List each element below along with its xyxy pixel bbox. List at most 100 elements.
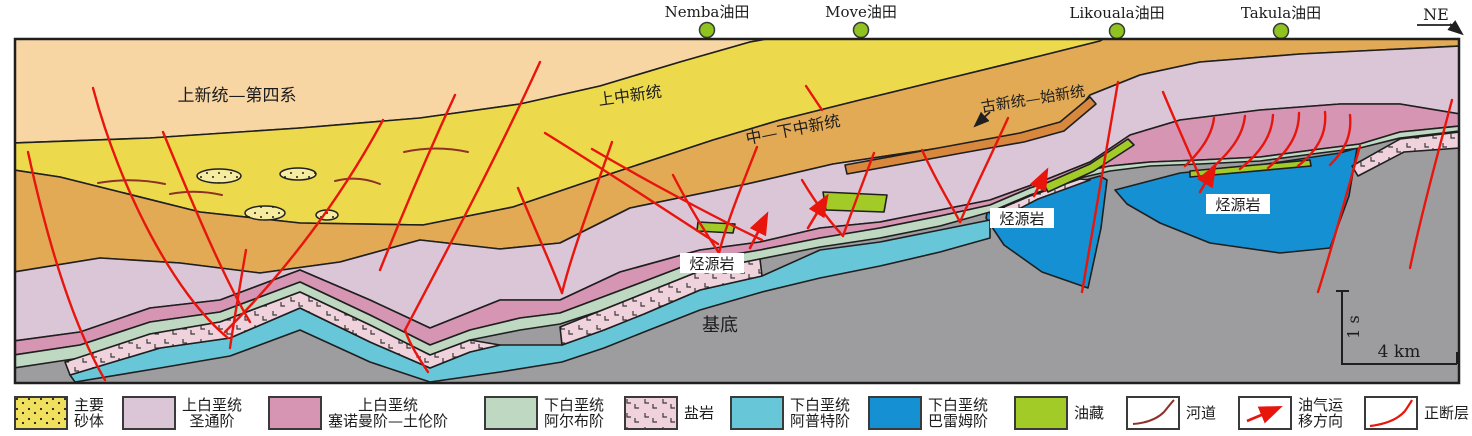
fault-line (804, 84, 824, 112)
fault-line (671, 173, 721, 255)
legend-swatch (730, 396, 784, 430)
fault-line (590, 147, 764, 242)
salt-body (1351, 131, 1459, 177)
legend-item-santonian: 上白垩统 圣通阶 (122, 390, 242, 436)
legend-label: 正断层 (1424, 404, 1470, 422)
legend-label: 河道 (1186, 404, 1217, 422)
legend-item-main-sand: 主要 砂体 (14, 390, 104, 436)
migration-arrow-icon (1029, 167, 1049, 198)
legend-swatch (1014, 396, 1068, 430)
fault-line (378, 93, 457, 272)
legend-item-barremian: 下白垩统 巴雷姆阶 (868, 390, 988, 436)
sand-lens (244, 205, 286, 221)
fault-line (543, 131, 720, 246)
channel-line (403, 147, 469, 153)
legend-label: 盐岩 (684, 404, 715, 422)
field-label-likouala: Likouala油田 (1069, 4, 1164, 22)
legend-label: 主要 砂体 (74, 396, 105, 430)
fault-line (161, 130, 252, 324)
listric-fault-curve (1210, 114, 1247, 170)
legend-item-albian: 下白垩统 阿尔布阶 (484, 390, 604, 436)
section-panel-border (13, 37, 1461, 385)
legend-label: 油藏 (1074, 404, 1105, 422)
label-source-rock: 烃源岩 (1215, 196, 1260, 214)
legend-swatch-salt (624, 396, 678, 430)
fault-line (1080, 80, 1120, 294)
legend-swatch (484, 396, 538, 430)
sand-lens (196, 168, 242, 184)
legend: 主要 砂体 上白垩统 圣通阶 上白垩统 塞诺曼阶—土伦阶 下白垩统 阿尔布阶 盐… (0, 390, 1472, 436)
legend-label: 下白垩统 巴雷姆阶 (928, 396, 989, 430)
channel-line (97, 179, 166, 185)
migration-arrow-icon (1196, 163, 1217, 194)
fault-line (1316, 144, 1362, 294)
legend-swatch-channel (1126, 396, 1180, 430)
legend-item-cenomanian-turonian: 上白垩统 塞诺曼阶—土伦阶 (268, 390, 448, 436)
legend-item-migration: 油气运 移方向 (1238, 390, 1343, 436)
direction-arrow-icon (1447, 20, 1464, 36)
legend-label: 上白垩统 圣通阶 (182, 396, 243, 430)
salt-body (64, 291, 501, 376)
scale-horizontal-label: 4 km (1378, 342, 1421, 362)
channel-symbol-icon (1132, 399, 1175, 425)
fault-line (1408, 98, 1454, 270)
listric-fault-curve (1266, 111, 1301, 170)
legend-swatch (268, 396, 322, 430)
fault-line (91, 86, 230, 340)
legend-label: 油气运 移方向 (1298, 396, 1344, 430)
sand-lens (279, 167, 317, 181)
fault-line (920, 148, 962, 224)
fault-line (403, 60, 542, 332)
legend-item-normal-fault: 正断层 (1364, 390, 1469, 436)
migration-arrow-icon (1246, 405, 1283, 424)
field-label-move: Move油田 (825, 3, 897, 21)
field-label-nemba: Nemba油田 (665, 3, 750, 21)
label-source-rock: 烃源岩 (999, 210, 1044, 228)
listric-fault-curve (1328, 113, 1352, 167)
field-dot-icon (852, 21, 870, 39)
fault-line (228, 248, 248, 350)
field-dot-icon (698, 21, 716, 39)
migration-arrow-icon (806, 193, 829, 230)
salt-body (559, 258, 763, 346)
field-dot-icon (1108, 22, 1126, 40)
fault-line (223, 118, 385, 334)
legend-swatch (868, 396, 922, 430)
fault-line (26, 150, 107, 382)
legend-label: 下白垩统 阿尔布阶 (544, 396, 605, 430)
fault-line (717, 145, 759, 255)
channel-line (169, 190, 223, 196)
direction-label: NE (1423, 5, 1449, 24)
field-dot-icon (1272, 22, 1290, 40)
listric-fault-curve (1238, 113, 1275, 171)
legend-swatch (122, 396, 176, 430)
legend-item-aptian: 下白垩统 阿普特阶 (730, 390, 850, 436)
legend-swatch-migration (1238, 396, 1292, 430)
legend-label: 上白垩统 塞诺曼阶—土伦阶 (328, 396, 449, 430)
field-label-takula: Takula油田 (1241, 4, 1321, 22)
channel-lines (97, 147, 469, 196)
legend-swatch-fault (1364, 396, 1418, 430)
fault-line (403, 328, 430, 374)
scale-bar (1336, 290, 1458, 365)
fault-line (841, 151, 876, 238)
reservoir-body (1189, 159, 1312, 178)
label-source-rock: 烃源岩 (689, 255, 734, 273)
source-rock-labels: 烃源岩 烃源岩 烃源岩 (680, 194, 1270, 273)
north-east-direction-indicator: NE (1417, 5, 1464, 36)
label-pliocene-quaternary: 上新统—第四系 (178, 86, 297, 106)
oil-migration-arrows (748, 163, 1217, 250)
legend-item-salt: 盐岩 (624, 390, 714, 436)
normal-faults (26, 60, 1454, 382)
legend-swatch-sand (14, 396, 68, 430)
channel-line (334, 177, 381, 185)
fault-line (560, 140, 614, 295)
migration-arrow-icon (748, 211, 769, 250)
listric-fault-curve (1296, 110, 1327, 168)
legend-item-reservoir: 油藏 (1014, 390, 1104, 436)
cross-section-svg: Nemba油田 Move油田 Likouala油田 Takula油田 NE (13, 3, 1464, 385)
legend-label: 下白垩统 阿普特阶 (790, 396, 851, 430)
listric-fault-curve (1183, 116, 1216, 168)
scale-vertical-label: 1 s (1344, 315, 1363, 338)
